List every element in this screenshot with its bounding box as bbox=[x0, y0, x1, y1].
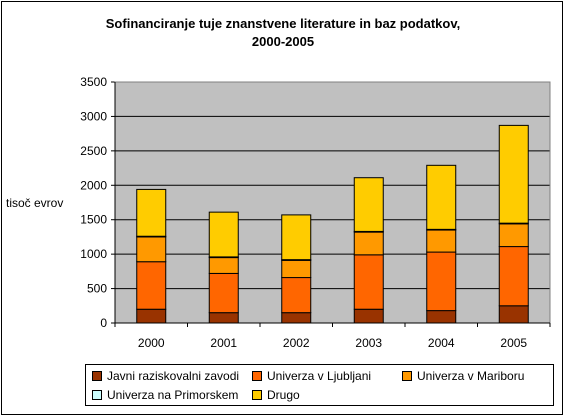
y-tick-label: 500 bbox=[87, 282, 107, 296]
y-tick-label: 2000 bbox=[80, 178, 107, 192]
y-tick-label: 1500 bbox=[80, 213, 107, 227]
x-tick-label: 2001 bbox=[210, 336, 237, 350]
y-tick-label: 1000 bbox=[80, 247, 107, 261]
x-tick-label: 2004 bbox=[428, 336, 455, 350]
legend-swatch bbox=[92, 371, 102, 381]
bar-segment bbox=[426, 310, 457, 324]
bar-segment bbox=[208, 272, 239, 314]
y-tick-label: 2500 bbox=[80, 144, 107, 158]
bar-segment bbox=[426, 229, 457, 253]
legend-label: Javni raziskovalni zavodi bbox=[107, 369, 240, 383]
plot-area bbox=[115, 82, 550, 323]
y-tick-label: 3500 bbox=[80, 75, 107, 89]
bar-segment bbox=[281, 214, 312, 261]
bar-segment bbox=[136, 188, 167, 237]
bar-segment bbox=[353, 308, 384, 324]
legend-swatch bbox=[402, 371, 412, 381]
legend-item: Univerza na Primorskem bbox=[92, 387, 238, 403]
bar-segment bbox=[136, 308, 167, 324]
bar-segment bbox=[426, 164, 457, 230]
bar-segment bbox=[498, 246, 529, 307]
legend-label: Univerza v Mariboru bbox=[417, 369, 525, 383]
legend-item: Javni raziskovalni zavodi bbox=[92, 368, 239, 384]
bar-segment bbox=[353, 231, 384, 256]
legend-label: Univerza v Ljubljani bbox=[267, 369, 372, 383]
bar-segment bbox=[426, 251, 457, 312]
x-tick-label: 2000 bbox=[138, 336, 165, 350]
legend: Javni raziskovalni zavodi Univerza v Ljub… bbox=[85, 364, 554, 406]
legend-item: Univerza v Ljubljani bbox=[252, 368, 371, 384]
x-tick-label: 2002 bbox=[283, 336, 310, 350]
y-tick-label: 3000 bbox=[80, 109, 107, 123]
legend-item: Drugo bbox=[252, 387, 300, 403]
bar-segment bbox=[498, 223, 529, 248]
bar-chart: 0 500 1000 1500 2000 2500 3000 3500 2000 2001 2002… bbox=[80, 75, 551, 350]
bar-segment bbox=[208, 257, 239, 274]
bar-segment bbox=[281, 259, 312, 279]
bar-segment bbox=[136, 261, 167, 310]
x-tick-label: 2005 bbox=[500, 336, 527, 350]
bar-segment bbox=[498, 124, 529, 224]
x-tick-label: 2003 bbox=[355, 336, 382, 350]
bar-segment bbox=[498, 305, 529, 324]
legend-item: Univerza v Mariboru bbox=[402, 368, 524, 384]
bar-segment bbox=[136, 236, 167, 263]
y-tick-label: 0 bbox=[100, 316, 107, 330]
bar-segment bbox=[281, 312, 312, 324]
legend-label: Univerza na Primorskem bbox=[107, 388, 239, 402]
bar-segment bbox=[353, 254, 384, 310]
bar-segment bbox=[281, 277, 312, 314]
y-axis-label: tisoč evrov bbox=[6, 196, 64, 210]
bar-segment bbox=[208, 211, 239, 258]
legend-swatch bbox=[92, 390, 102, 400]
legend-label: Drugo bbox=[267, 388, 300, 402]
chart-title: Sofinanciranje tuje znanstvene literatur… bbox=[105, 16, 461, 49]
legend-swatch bbox=[252, 390, 262, 400]
bar-segment bbox=[208, 312, 239, 324]
legend-swatch bbox=[252, 371, 262, 381]
bar-segment bbox=[353, 177, 384, 232]
